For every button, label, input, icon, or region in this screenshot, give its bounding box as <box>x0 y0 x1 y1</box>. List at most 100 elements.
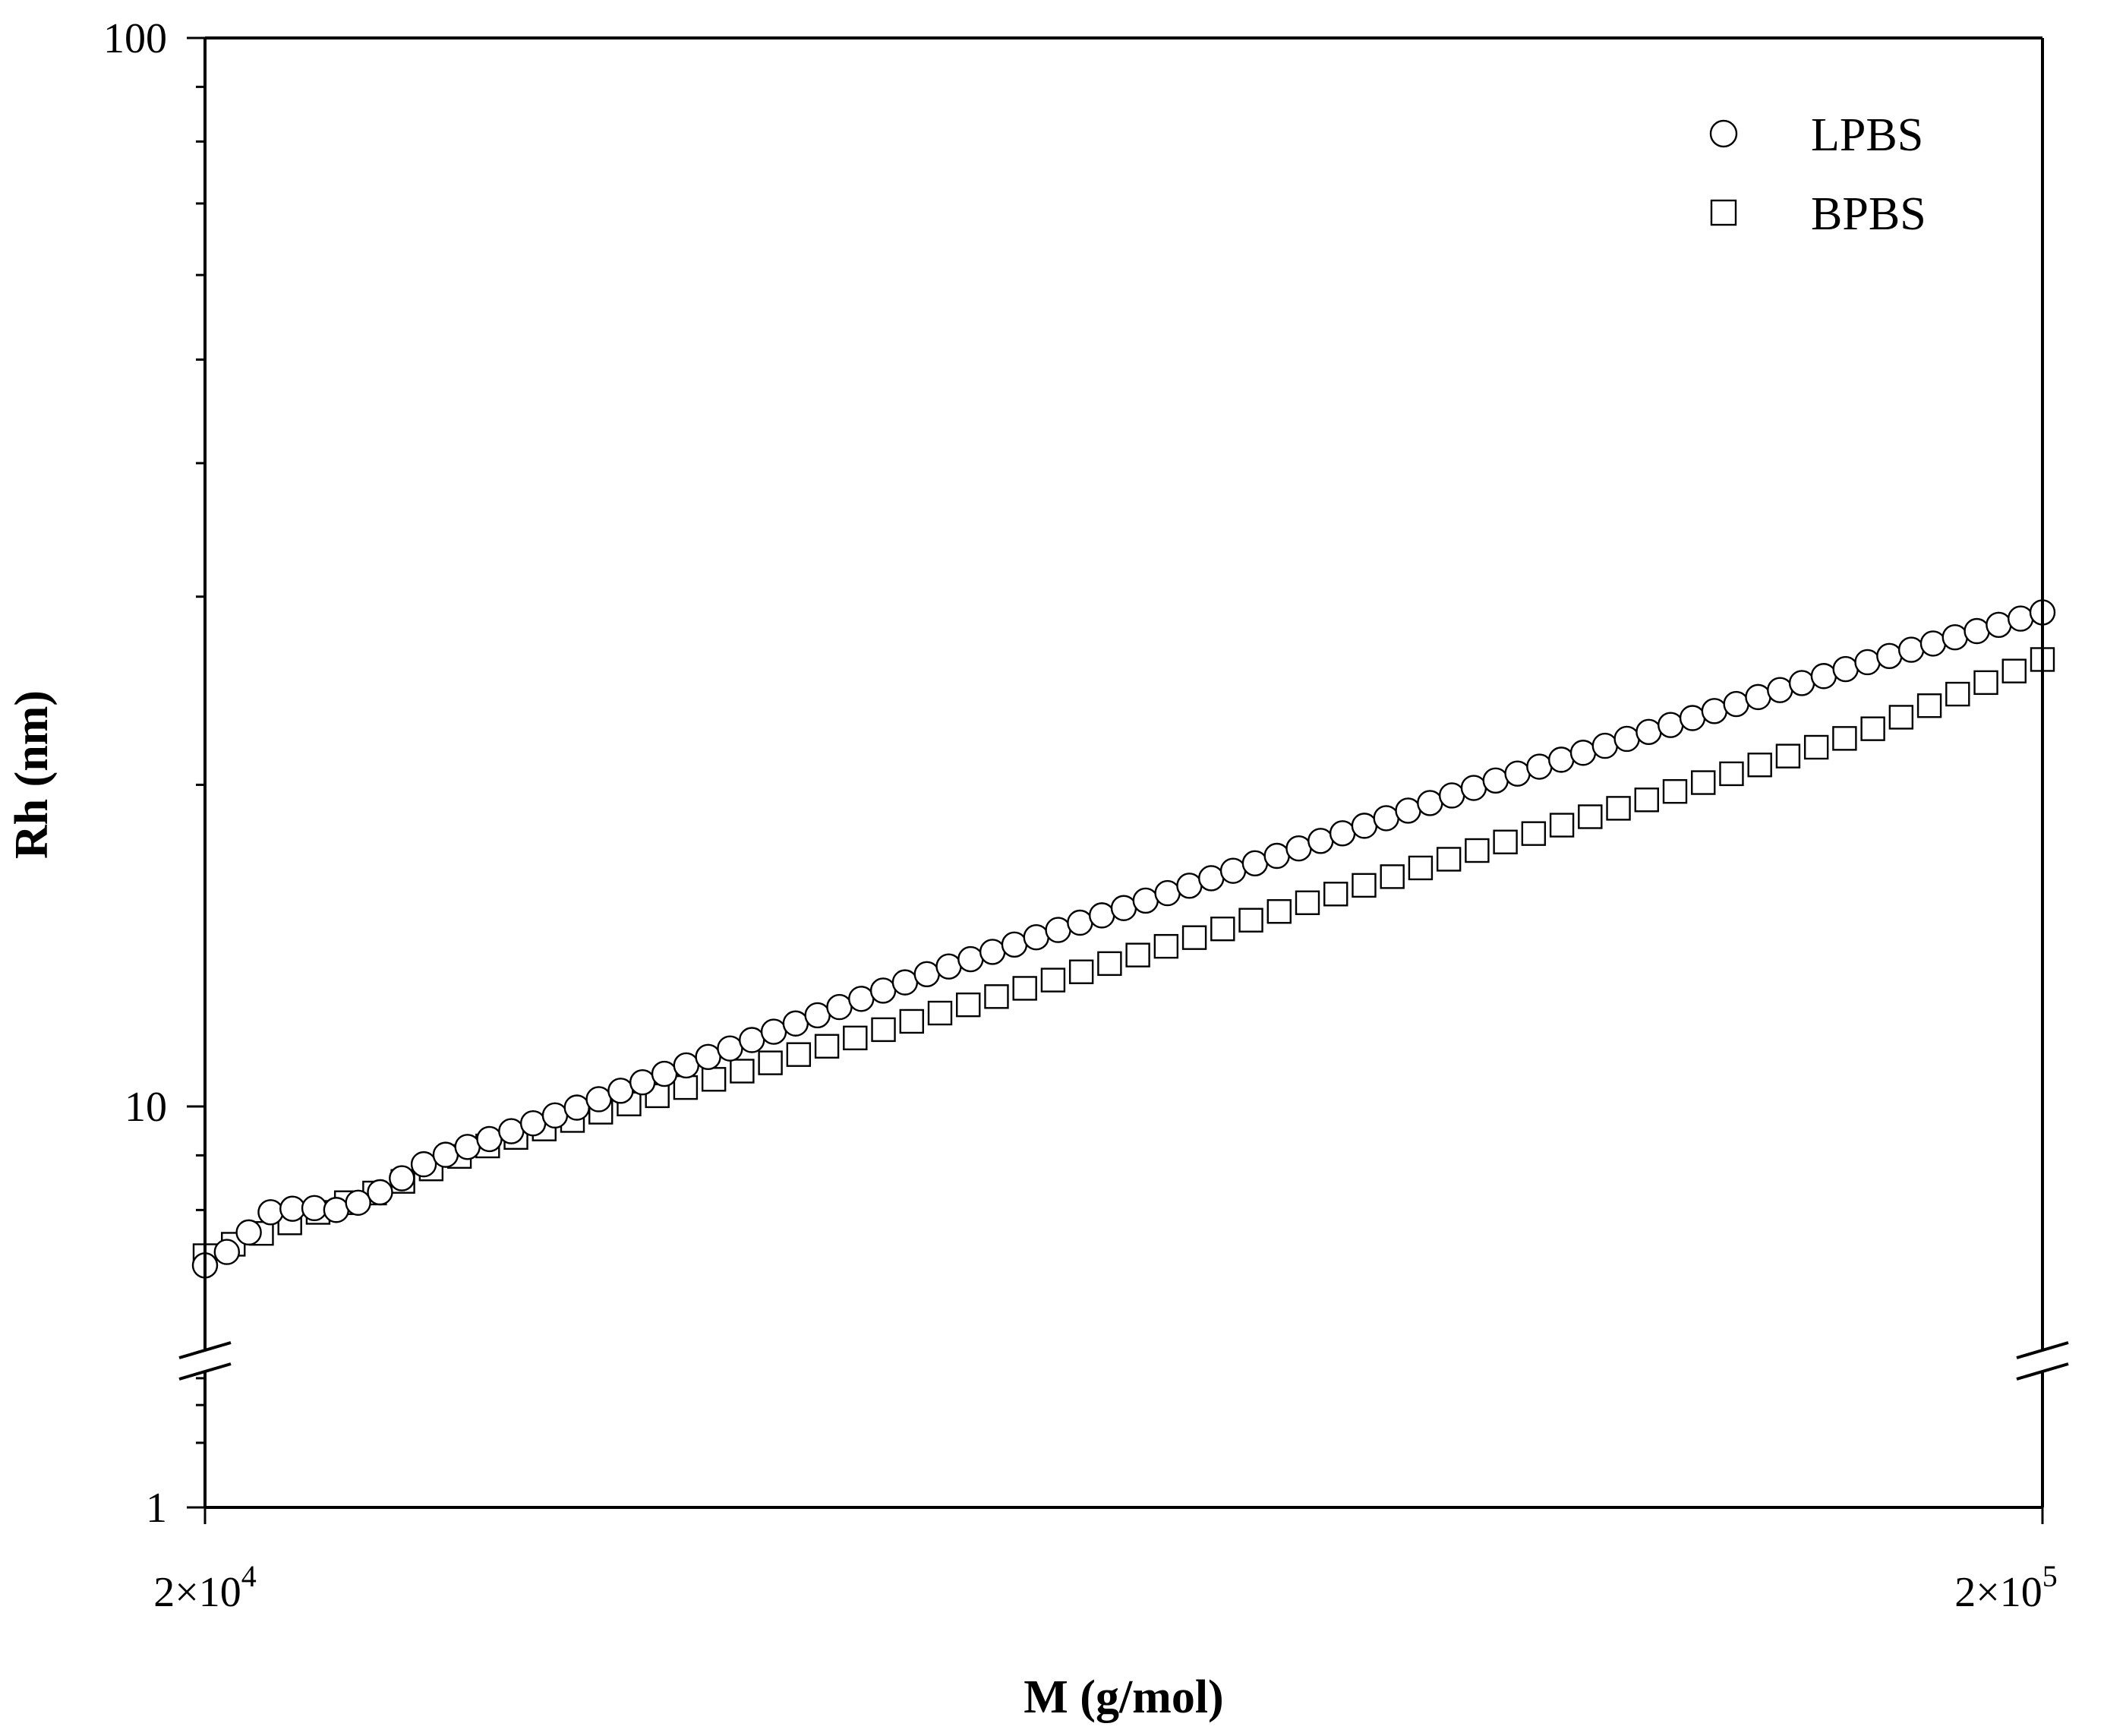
data-point-lpbs <box>1504 760 1531 787</box>
data-point-bpbs <box>843 1025 868 1051</box>
data-point-lpbs <box>1154 879 1181 907</box>
data-point-lpbs <box>913 961 940 987</box>
data-point-lpbs <box>979 939 1006 965</box>
left-axis-break-mark <box>178 1341 232 1359</box>
data-point-bpbs <box>1040 967 1066 993</box>
data-point-lpbs <box>782 1010 809 1037</box>
data-point-lpbs <box>1810 663 1837 690</box>
data-point-bpbs <box>1408 855 1434 881</box>
series-bpbs <box>192 647 2055 1268</box>
data-point-lpbs <box>585 1086 612 1113</box>
data-point-lpbs <box>957 945 984 973</box>
data-point-lpbs <box>1460 775 1487 801</box>
legend-item-lpbs: LPBS <box>1709 109 1923 161</box>
data-point-lpbs <box>1176 873 1203 899</box>
data-point-lpbs <box>826 993 853 1021</box>
data-point-lpbs <box>541 1102 569 1129</box>
legend-label: LPBS <box>1811 109 1923 161</box>
data-point-lpbs <box>1701 698 1728 724</box>
data-point-bpbs <box>871 1017 896 1043</box>
data-point-lpbs <box>1001 931 1028 958</box>
data-point-lpbs <box>717 1035 743 1062</box>
data-point-lpbs <box>1591 732 1619 759</box>
data-point-lpbs <box>1788 670 1815 696</box>
data-point-bpbs <box>786 1042 812 1067</box>
data-point-lpbs <box>673 1052 700 1079</box>
data-point-lpbs <box>739 1027 765 1053</box>
legend-label: BPBS <box>1811 188 1926 240</box>
data-point-lpbs <box>1941 623 1968 651</box>
data-point-bpbs <box>1323 882 1348 907</box>
data-point-lpbs <box>651 1060 678 1087</box>
right-axis-break-mark <box>2016 1341 2069 1359</box>
data-point-lpbs <box>323 1197 350 1223</box>
data-point-bpbs <box>1266 899 1292 924</box>
data-point-lpbs <box>1417 790 1443 816</box>
data-point-lpbs <box>848 986 875 1012</box>
data-point-bpbs <box>1012 976 1037 1001</box>
data-point-bpbs <box>1888 705 1914 730</box>
data-point-bpbs <box>927 1000 953 1026</box>
data-point-bpbs <box>984 984 1009 1009</box>
data-point-bpbs <box>1097 951 1122 977</box>
data-point-lpbs <box>1767 677 1793 703</box>
data-point-lpbs <box>1745 683 1771 711</box>
data-point-lpbs <box>1373 805 1399 832</box>
data-point-lpbs <box>454 1134 481 1160</box>
data-point-lpbs <box>498 1118 525 1144</box>
data-point-lpbs <box>607 1078 634 1104</box>
data-point-bpbs <box>1747 753 1772 778</box>
data-point-lpbs <box>410 1150 437 1178</box>
legend-square-icon <box>1710 199 1737 226</box>
data-point-lpbs <box>869 977 897 1004</box>
data-point-bpbs <box>1352 873 1377 898</box>
data-point-bpbs <box>1125 942 1150 967</box>
y-tick-label: 10 <box>125 1084 167 1131</box>
data-point-lpbs <box>1045 917 1071 943</box>
data-point-lpbs <box>1897 636 1925 663</box>
right-axis-break-mark <box>2016 1362 2069 1381</box>
data-point-lpbs <box>367 1179 393 1206</box>
data-point-lpbs <box>1919 630 1947 657</box>
data-point-lpbs <box>1285 835 1312 862</box>
data-point-bpbs <box>1549 813 1575 838</box>
data-point-bpbs <box>1578 804 1603 829</box>
data-point-lpbs <box>1307 828 1334 854</box>
data-point-bpbs <box>1436 847 1462 872</box>
data-point-bpbs <box>730 1059 755 1084</box>
data-point-lpbs <box>1219 857 1247 884</box>
data-point-lpbs <box>1658 712 1684 738</box>
data-point-bpbs <box>1521 821 1547 846</box>
data-point-bpbs <box>1719 761 1744 787</box>
data-point-bpbs <box>2001 658 2027 683</box>
data-point-lpbs <box>1482 767 1509 794</box>
data-point-lpbs <box>476 1125 503 1153</box>
x-tick-label: 2×104 <box>153 1559 257 1616</box>
data-point-bpbs <box>758 1050 783 1075</box>
data-point-bpbs <box>1860 716 1885 741</box>
data-point-bpbs <box>1775 743 1801 769</box>
x-tick-label: 2×105 <box>1954 1559 2058 1616</box>
data-point-bpbs <box>1691 770 1716 795</box>
data-point-lpbs <box>1263 842 1290 870</box>
data-point-bpbs <box>814 1034 840 1059</box>
data-point-lpbs <box>935 953 962 980</box>
data-point-lpbs <box>213 1239 241 1265</box>
data-point-lpbs <box>1547 746 1575 773</box>
left-axis-break-mark <box>178 1362 232 1381</box>
data-point-lpbs <box>1023 924 1049 951</box>
data-point-lpbs <box>235 1219 262 1246</box>
data-point-lpbs <box>1964 617 1990 645</box>
data-point-lpbs <box>345 1189 371 1216</box>
data-point-bpbs <box>956 992 981 1018</box>
data-point-lpbs <box>1723 690 1749 718</box>
legend-item-bpbs: BPBS <box>1710 188 1926 240</box>
data-point-lpbs <box>695 1043 721 1070</box>
data-point-lpbs <box>1986 611 2012 638</box>
data-point-lpbs <box>389 1165 415 1192</box>
data-point-bpbs <box>701 1067 727 1092</box>
data-point-bpbs <box>1662 778 1688 804</box>
data-point-lpbs <box>1636 718 1662 746</box>
